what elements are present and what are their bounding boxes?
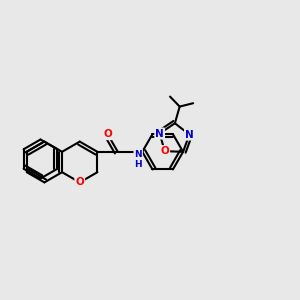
- Text: N
H: N H: [134, 150, 142, 169]
- Text: O: O: [103, 129, 112, 139]
- Text: N: N: [155, 128, 164, 139]
- Text: O: O: [75, 177, 84, 188]
- Text: N: N: [185, 130, 194, 140]
- Text: O: O: [160, 146, 169, 156]
